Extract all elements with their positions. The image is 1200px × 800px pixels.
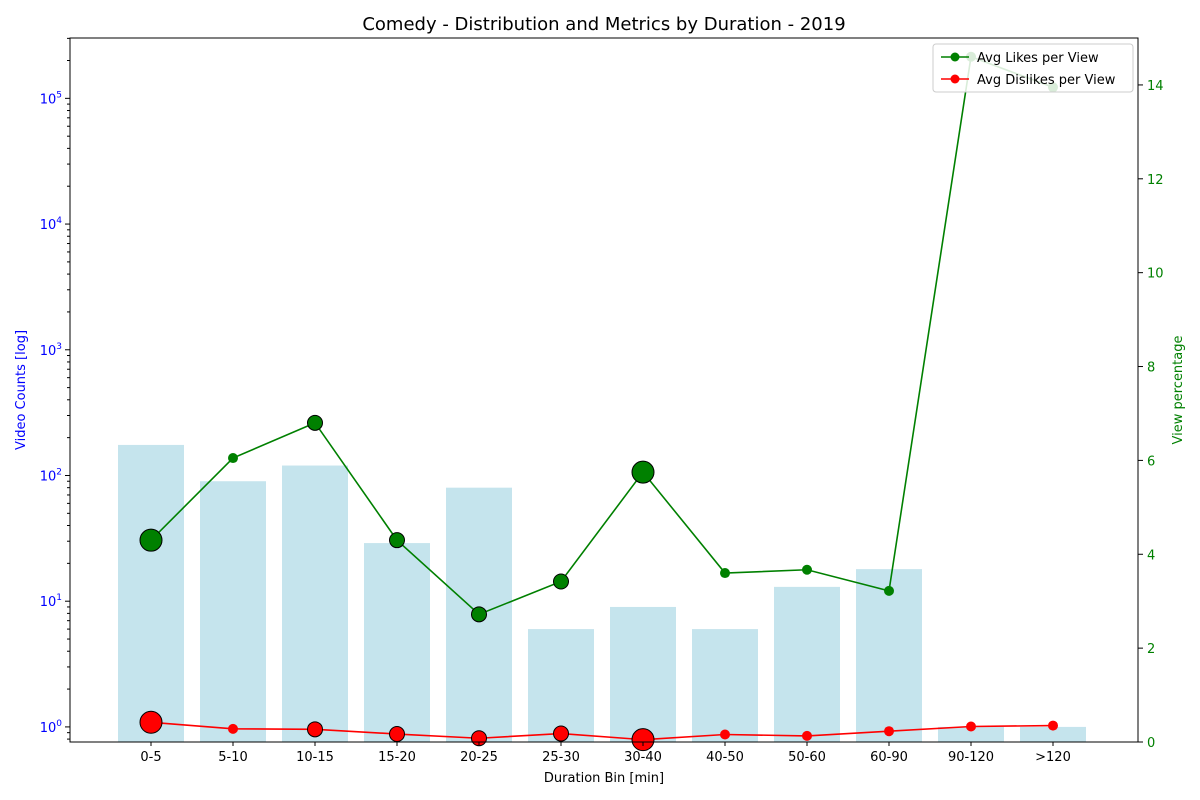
- series-line-1: [150, 721, 1054, 741]
- x-tick-label-0: 0-5: [140, 750, 161, 765]
- legend-likes-label: Avg Likes per View: [977, 51, 1099, 66]
- x-tick-label-11: >120: [1035, 750, 1071, 765]
- series-0-point-5: [553, 573, 569, 590]
- x-tick-label-1: 5-10: [218, 750, 248, 765]
- series-1-point-2: [307, 721, 323, 738]
- x-tick-label-6: 30-40: [624, 750, 662, 765]
- series-1-point-10: [966, 721, 976, 732]
- bar-3: [364, 543, 430, 742]
- chart-title: Comedy - Distribution and Metrics by Dur…: [362, 14, 845, 35]
- series-1-point-1: [228, 723, 238, 734]
- series-0-point-6: [631, 460, 655, 484]
- series-1-point-5: [553, 725, 569, 742]
- x-tick-label-10: 90-120: [948, 750, 994, 765]
- series-0-point-4: [471, 606, 487, 623]
- series-0-point-3: [389, 532, 405, 549]
- bar-9: [856, 569, 922, 742]
- y-right-tick-label-7: 14: [1147, 79, 1164, 94]
- y-right-tick-label-6: 12: [1147, 173, 1164, 188]
- legend-dislikes-marker: [950, 74, 960, 84]
- bars-group: [118, 444, 1086, 742]
- x-tick-label-8: 50-60: [788, 750, 826, 765]
- x-axis-label: Duration Bin [min]: [544, 771, 664, 786]
- y-axis-right-label: View percentage: [1171, 336, 1186, 445]
- plot-frame: [69, 37, 1139, 743]
- bar-1: [200, 481, 266, 742]
- y-axis-left: 100 101 102 103 104 105: [40, 37, 70, 740]
- series-1-point-9: [884, 726, 894, 737]
- series-0-point-1: [228, 453, 238, 464]
- bar-8: [774, 586, 840, 742]
- y-left-tick-label-4: 104: [40, 216, 63, 233]
- series-0-point-8: [802, 564, 812, 575]
- x-tick-label-9: 60-90: [870, 750, 908, 765]
- y-left-tick-label-2: 102: [40, 467, 62, 484]
- series-1-point-11: [1048, 720, 1058, 731]
- series-1-point-8: [802, 730, 812, 741]
- y-left-tick-label-0: 100: [40, 719, 63, 736]
- series-0-point-9: [884, 585, 894, 596]
- y-axis-right: 0 2 4 6 8 10 12 14: [1138, 79, 1164, 751]
- bar-10: [938, 726, 1004, 742]
- lines-group: [150, 55, 1054, 741]
- y-right-tick-label-2: 4: [1147, 548, 1155, 563]
- bar-7: [692, 629, 758, 742]
- y-right-tick-label-3: 6: [1147, 454, 1155, 469]
- y-axis-left-label: Video Counts [log]: [14, 330, 29, 450]
- x-axis: 0-5 5-10 10-15 15-20 20-25 25-30 30-40 40-50 50-…: [140, 742, 1071, 765]
- x-tick-label-2: 10-15: [296, 750, 334, 765]
- x-tick-label-7: 40-50: [706, 750, 744, 765]
- x-tick-label-4: 20-25: [460, 750, 498, 765]
- y-right-tick-label-5: 10: [1147, 267, 1164, 282]
- series-1-point-0: [139, 710, 163, 734]
- legend-likes-marker: [950, 52, 960, 62]
- y-right-tick-label-4: 8: [1147, 361, 1155, 376]
- series-line-0: [150, 55, 1054, 616]
- bar-2: [282, 465, 348, 742]
- y-right-tick-label-0: 0: [1147, 736, 1155, 751]
- y-left-tick-label-5: 105: [40, 90, 62, 107]
- y-left-tick-label-1: 101: [40, 593, 62, 610]
- legend: Avg Likes per View Avg Dislikes per View: [932, 43, 1134, 93]
- series-1-point-6: [631, 728, 655, 752]
- bar-6: [610, 606, 676, 742]
- legend-dislikes-label: Avg Dislikes per View: [977, 73, 1116, 88]
- series-0-point-0: [139, 528, 163, 552]
- series-1-point-7: [720, 729, 730, 740]
- bar-5: [528, 629, 594, 742]
- y-left-tick-label-3: 103: [40, 342, 62, 359]
- legend-box: [932, 43, 1134, 93]
- y-right-tick-label-1: 2: [1147, 642, 1155, 657]
- series-1-point-3: [389, 726, 405, 743]
- x-tick-label-3: 15-20: [378, 750, 416, 765]
- series-0-point-7: [720, 568, 730, 579]
- bar-11: [1020, 726, 1086, 742]
- markers-group: [139, 51, 1058, 752]
- series-0-point-2: [307, 414, 323, 431]
- x-tick-label-5: 25-30: [542, 750, 580, 765]
- bar-0: [118, 444, 184, 742]
